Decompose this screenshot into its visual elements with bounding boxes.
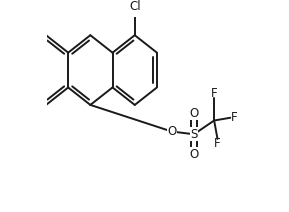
Text: F: F [211, 86, 217, 99]
Text: Cl: Cl [129, 0, 140, 13]
Text: F: F [231, 111, 238, 124]
Text: F: F [214, 137, 221, 150]
Text: S: S [190, 128, 198, 141]
Text: O: O [167, 125, 176, 138]
Text: O: O [189, 148, 199, 161]
Text: O: O [189, 107, 199, 120]
